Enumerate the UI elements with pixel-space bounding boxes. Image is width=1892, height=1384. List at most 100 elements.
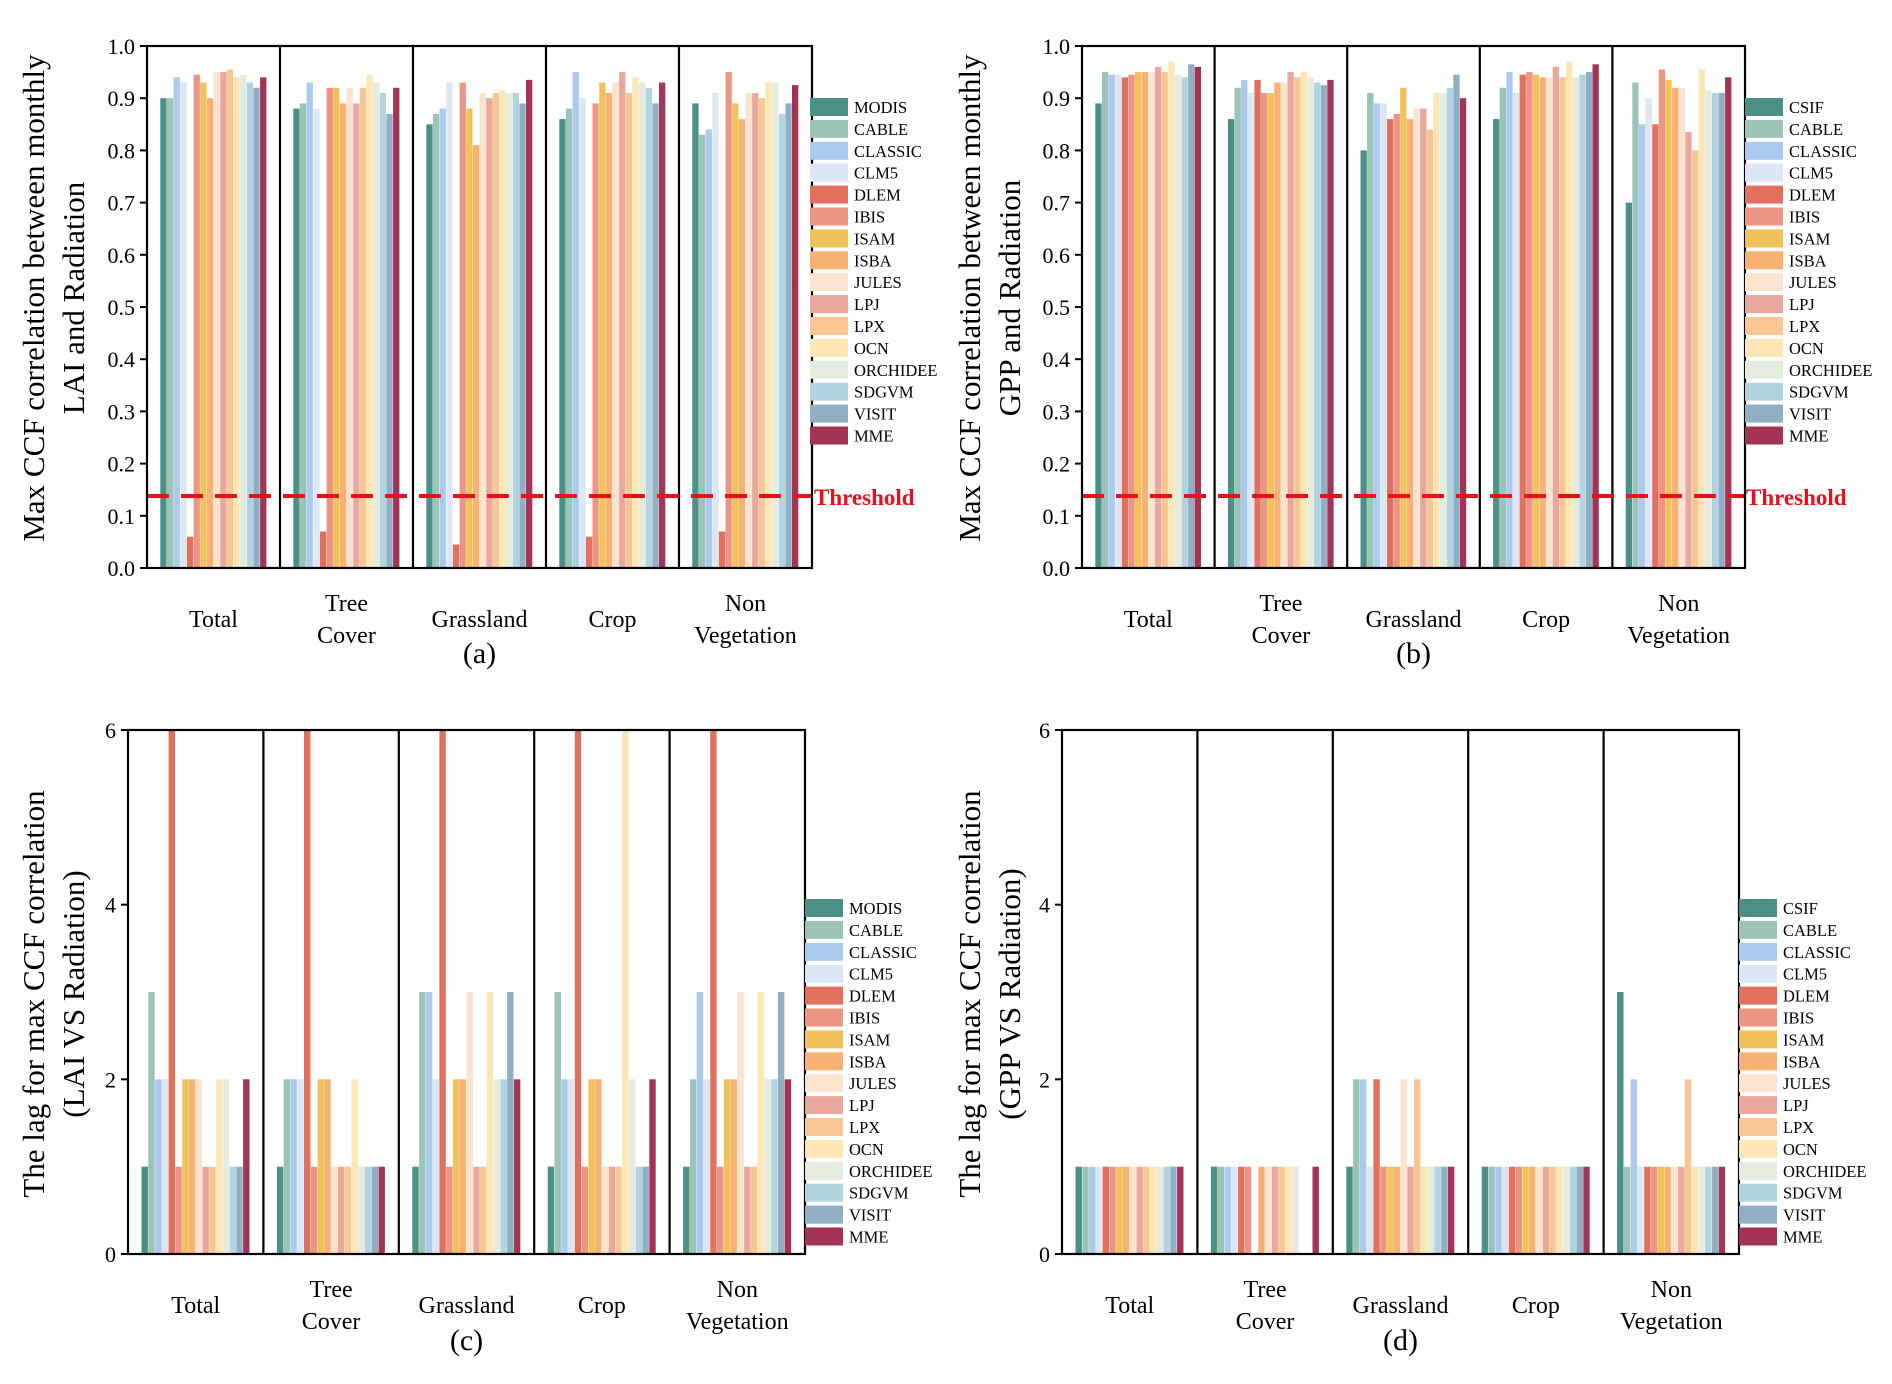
bar-ocn-2 — [499, 90, 506, 569]
bar-ibis-1 — [1244, 1166, 1252, 1254]
legend-label: IBIS — [854, 208, 885, 227]
bar-clm5-1 — [1231, 1166, 1238, 1254]
bar-classic-1 — [1241, 79, 1248, 569]
bar-clm5-0 — [1095, 1166, 1103, 1254]
bar-jules-4 — [737, 992, 744, 1254]
bar-mme-4 — [792, 85, 799, 568]
legend-label: ISBA — [1783, 1052, 1821, 1071]
legend-label: ISAM — [1789, 229, 1831, 248]
bar-csif-2 — [1360, 150, 1367, 568]
bar-cable-4 — [1632, 82, 1639, 568]
panel-d: 0 2 4 6 Total Tree Cover Grassland Crop Non Vegeta… — [952, 718, 1866, 1357]
bar-ibis-0 — [175, 1166, 182, 1254]
bar-modis-2 — [426, 124, 433, 569]
bar-visit-1 — [386, 113, 393, 569]
bar-isam-0 — [200, 82, 207, 568]
y-tick-label: 0.1 — [1043, 504, 1071, 529]
legend-swatch — [1739, 1227, 1777, 1246]
bar-cable-0 — [167, 98, 174, 568]
bar-dlem-0 — [1102, 1166, 1109, 1254]
y-tick-label: 0.6 — [1043, 243, 1071, 268]
bar-cable-3 — [554, 992, 561, 1254]
legend-label: JULES — [854, 273, 902, 292]
legend-swatch — [805, 1205, 843, 1224]
bar-visit-4 — [785, 103, 792, 569]
legend-swatch — [1739, 942, 1777, 961]
bar-ibis-2 — [1380, 1166, 1387, 1254]
y-tick-label: 0.9 — [108, 86, 136, 111]
legend-swatch — [1745, 295, 1783, 314]
bar-jules-4 — [1671, 1166, 1678, 1254]
bar-classic-3 — [1495, 1166, 1502, 1254]
bar-sdgvm-2 — [500, 1079, 507, 1254]
legend-swatch — [1745, 382, 1783, 401]
legend-swatch — [810, 426, 848, 445]
bar-cable-0 — [1101, 72, 1109, 568]
legend-label: OCN — [849, 1140, 884, 1159]
legend-label: CLASSIC — [1789, 142, 1857, 161]
bar-isam-1 — [1267, 93, 1274, 568]
bar-jules-3 — [1535, 1166, 1543, 1254]
y-tick-label: 0.9 — [1043, 86, 1071, 111]
y-axis-label: The lag for max CCF correlation (GPP VS R… — [952, 790, 1027, 1198]
bar-clm5-3 — [568, 1079, 575, 1254]
bar-isba-1 — [324, 1079, 331, 1254]
bar-clm5-0 — [161, 1079, 169, 1254]
y-tick-label: 0.6 — [108, 243, 136, 268]
bar-visit-3 — [1585, 72, 1593, 568]
legend-swatch — [810, 119, 848, 138]
bar-lpx-3 — [1549, 1166, 1556, 1254]
bar-clm5-1 — [1247, 93, 1255, 568]
bar-jules-2 — [466, 992, 473, 1254]
legend-label: CLASSIC — [1783, 943, 1851, 962]
legend: MODIS CABLE CLASSIC CLM5 DLEM IBIS ISAM ISBA JUL… — [805, 899, 932, 1247]
bar-ocn-1 — [1300, 72, 1308, 568]
legend-swatch — [805, 1118, 843, 1136]
bar-cable-1 — [283, 1079, 291, 1254]
bar-ibis-2 — [459, 82, 466, 568]
x-tick-label: Total — [1124, 607, 1173, 633]
legend-swatch — [1739, 1074, 1777, 1093]
y-tick-label: 1.0 — [108, 34, 136, 59]
x-tick-label: Non Vegetation — [694, 591, 797, 649]
bar-mme-0 — [260, 77, 267, 569]
legend-label: JULES — [1789, 273, 1837, 292]
bar-jules-0 — [195, 1079, 203, 1254]
bar-clm5-1 — [297, 1079, 304, 1254]
bar-sdgvm-3 — [1569, 1166, 1577, 1254]
x-tick-label: Grassland — [1366, 607, 1462, 633]
bar-dlem-3 — [1508, 1166, 1516, 1254]
legend-swatch — [810, 382, 848, 401]
legend-swatch — [810, 141, 848, 160]
bar-modis-0 — [160, 98, 167, 568]
bar-dlem-4 — [718, 531, 726, 568]
legend-label: MME — [1789, 427, 1828, 446]
bar-sdgvm-0 — [246, 82, 254, 568]
bar-mme-4 — [1725, 77, 1732, 569]
legend-swatch — [805, 1139, 843, 1158]
bar-visit-4 — [1711, 1166, 1719, 1254]
bar-isba-0 — [1122, 1166, 1130, 1254]
legend-label: CSIF — [1789, 98, 1824, 117]
legend-label: LPX — [1789, 317, 1820, 336]
bar-classic-4 — [705, 129, 712, 568]
bar-modis-2 — [412, 1166, 419, 1254]
legend-swatch — [805, 942, 843, 961]
bar-cable-2 — [1353, 1079, 1360, 1254]
bar-dlem-4 — [710, 730, 717, 1254]
bar-lpj-3 — [1542, 1166, 1550, 1254]
legend-swatch — [810, 207, 848, 226]
bar-orchidee-4 — [1705, 90, 1712, 569]
bar-visit-4 — [777, 992, 785, 1254]
bar-jules-1 — [331, 1166, 338, 1254]
bar-ocn-4 — [1698, 69, 1705, 568]
bar-clm5-2 — [1366, 1166, 1373, 1254]
bar-sdgvm-3 — [1579, 74, 1586, 568]
bar-cable-4 — [698, 134, 706, 568]
bar-lpj-1 — [1287, 72, 1294, 568]
legend-label: LPJ — [849, 1096, 875, 1115]
x-tick-label: Grassland — [432, 607, 528, 633]
legend-label: MODIS — [854, 98, 907, 117]
bar-sdgvm-1 — [364, 1166, 372, 1254]
legend-label: VISIT — [1783, 1206, 1825, 1225]
